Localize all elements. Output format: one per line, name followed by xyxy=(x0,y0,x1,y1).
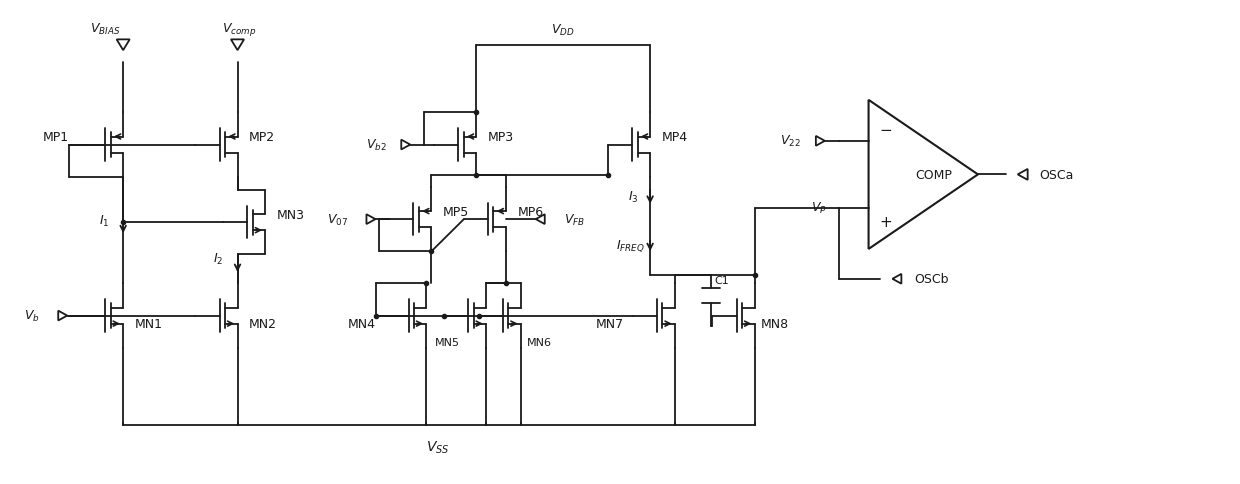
Text: $I_3$: $I_3$ xyxy=(627,190,639,205)
Text: MN3: MN3 xyxy=(277,208,305,221)
Text: $+$: $+$ xyxy=(878,214,892,229)
Text: MN2: MN2 xyxy=(249,318,277,331)
Text: MN4: MN4 xyxy=(347,318,376,331)
Text: MN1: MN1 xyxy=(135,318,162,331)
Text: MN5: MN5 xyxy=(435,338,460,348)
Text: $-$: $-$ xyxy=(878,121,892,136)
Text: $V_{FB}$: $V_{FB}$ xyxy=(564,212,585,227)
Text: MP5: MP5 xyxy=(443,205,469,218)
Text: MN6: MN6 xyxy=(527,338,552,348)
Text: $V_{b2}$: $V_{b2}$ xyxy=(366,138,387,153)
Text: MP1: MP1 xyxy=(42,131,68,144)
Text: $V_{SS}$: $V_{SS}$ xyxy=(427,439,450,455)
Text: OSCb: OSCb xyxy=(914,272,949,286)
Text: $V_P$: $V_P$ xyxy=(811,201,827,216)
Text: $V_{DD}$: $V_{DD}$ xyxy=(551,23,574,38)
Text: $V_{22}$: $V_{22}$ xyxy=(780,134,801,149)
Text: $I_2$: $I_2$ xyxy=(213,252,223,267)
Text: COMP: COMP xyxy=(915,168,951,182)
Text: $V_{comp}$: $V_{comp}$ xyxy=(222,21,257,38)
Text: $V_b$: $V_b$ xyxy=(24,308,40,323)
Text: MP2: MP2 xyxy=(249,131,275,144)
Text: MP3: MP3 xyxy=(487,131,513,144)
Text: $V_{BIAS}$: $V_{BIAS}$ xyxy=(91,22,120,37)
Text: MP6: MP6 xyxy=(517,205,543,218)
Text: $I_{FREQ}$: $I_{FREQ}$ xyxy=(616,238,645,253)
Text: $I_1$: $I_1$ xyxy=(99,213,109,228)
Text: MP4: MP4 xyxy=(662,131,688,144)
Text: MN8: MN8 xyxy=(761,318,789,331)
Text: OSCa: OSCa xyxy=(1039,168,1074,182)
Text: MN7: MN7 xyxy=(596,318,624,331)
Text: C1: C1 xyxy=(714,275,729,285)
Text: $V_{07}$: $V_{07}$ xyxy=(326,212,347,227)
